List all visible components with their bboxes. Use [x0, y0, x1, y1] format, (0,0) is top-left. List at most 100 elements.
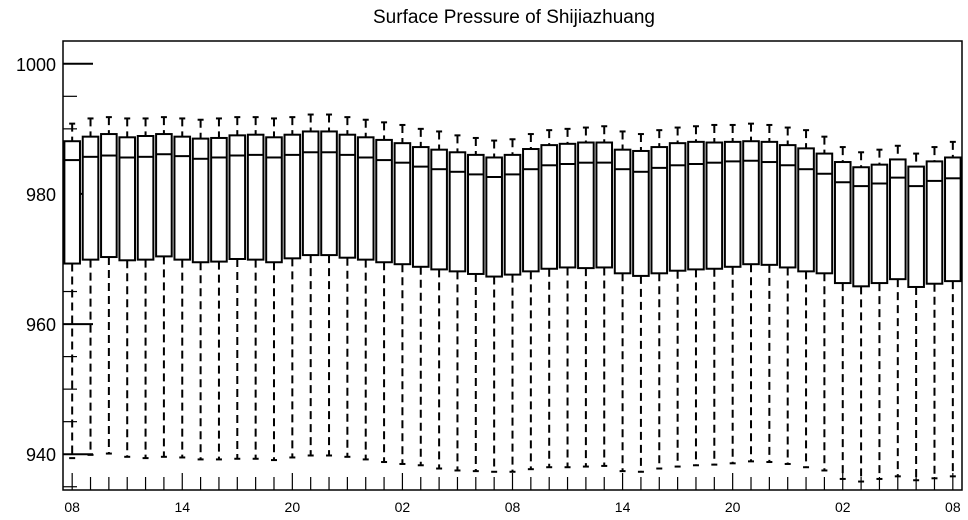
box-36 — [723, 123, 742, 465]
iqr-box — [228, 134, 247, 260]
iqr-box — [246, 133, 265, 261]
box-0 — [63, 122, 81, 460]
x-tick-label: 14 — [615, 499, 631, 515]
box-6 — [173, 117, 192, 459]
box-7 — [191, 118, 210, 461]
box-26 — [540, 129, 558, 469]
box-21 — [448, 134, 467, 472]
iqr-box — [925, 160, 944, 285]
iqr-box — [668, 142, 687, 272]
iqr-box — [393, 142, 412, 266]
iqr-box — [411, 146, 430, 268]
iqr-box — [81, 135, 100, 261]
x-tick-label: 14 — [174, 499, 190, 515]
box-1 — [81, 117, 100, 456]
iqr-box — [265, 136, 283, 264]
iqr-box — [485, 156, 503, 278]
box-44 — [870, 148, 889, 480]
x-axis-ticks — [71, 473, 954, 490]
boxes-group — [63, 113, 962, 483]
x-axis-tick-labels: 08 14 20 02 08 14 20 02 08 — [64, 499, 960, 515]
box-28 — [577, 126, 595, 468]
box-13 — [301, 113, 320, 457]
iqr-box — [191, 137, 210, 264]
box-41 — [815, 135, 834, 472]
x-tick-label: 08 — [64, 499, 80, 515]
iqr-box — [540, 144, 558, 270]
box-48 — [944, 140, 962, 478]
y-tick-label: 960 — [26, 315, 56, 335]
box-14 — [320, 113, 338, 457]
iqr-box — [577, 141, 595, 270]
box-43 — [852, 151, 870, 483]
iqr-box — [778, 144, 797, 269]
iqr-box — [558, 142, 577, 269]
box-9 — [228, 116, 247, 460]
box-39 — [778, 126, 797, 465]
iqr-box — [338, 133, 357, 259]
y-tick-label: 980 — [26, 185, 56, 205]
iqr-box — [687, 140, 705, 271]
chart-title: Surface Pressure of Shijiazhuang — [373, 7, 655, 28]
x-tick-label: 08 — [505, 499, 521, 515]
iqr-box — [173, 135, 192, 261]
x-tick-label: 20 — [725, 499, 741, 515]
x-tick-label: 02 — [395, 499, 411, 515]
box-45 — [888, 144, 907, 478]
iqr-box — [301, 130, 320, 257]
box-42 — [833, 146, 852, 480]
box-25 — [522, 133, 540, 471]
iqr-box — [375, 138, 393, 264]
box-47 — [925, 146, 944, 480]
iqr-box — [118, 136, 137, 262]
iqr-box — [815, 152, 834, 275]
iqr-box — [448, 151, 467, 273]
box-4 — [136, 117, 155, 460]
box-10 — [246, 116, 265, 460]
box-5 — [155, 116, 173, 458]
box-37 — [742, 122, 760, 463]
box-12 — [283, 116, 302, 459]
iqr-box — [797, 147, 815, 273]
box-11 — [265, 117, 283, 462]
iqr-box — [742, 140, 760, 266]
iqr-box — [852, 166, 870, 288]
box-18 — [393, 123, 412, 465]
iqr-box — [430, 148, 448, 271]
box-16 — [356, 118, 375, 461]
box-3 — [118, 117, 137, 458]
y-axis-tick-labels: 940 960 980 1000 — [16, 55, 56, 465]
box-29 — [595, 125, 614, 467]
box-24 — [503, 138, 522, 473]
iqr-box — [155, 133, 173, 258]
iqr-box — [632, 149, 650, 277]
iqr-box — [356, 136, 375, 261]
iqr-box — [833, 161, 852, 285]
iqr-box — [870, 163, 889, 285]
box-31 — [632, 133, 650, 473]
iqr-box — [467, 153, 485, 275]
iqr-box — [705, 141, 724, 270]
box-34 — [687, 125, 705, 467]
box-40 — [797, 129, 815, 469]
box-38 — [760, 123, 779, 464]
iqr-box — [650, 146, 669, 275]
box-19 — [411, 127, 430, 467]
box-8 — [210, 117, 228, 461]
x-tick-label: 20 — [285, 499, 301, 515]
box-20 — [430, 130, 448, 470]
box-35 — [705, 123, 724, 466]
box-17 — [375, 121, 393, 464]
iqr-box — [760, 140, 779, 266]
box-30 — [613, 130, 632, 473]
iqr-box — [320, 130, 338, 257]
box-22 — [467, 136, 485, 473]
iqr-box — [907, 165, 925, 288]
iqr-box — [503, 153, 522, 276]
iqr-box — [100, 133, 118, 259]
iqr-box — [136, 135, 155, 261]
box-23 — [485, 139, 503, 473]
box-32 — [650, 129, 669, 470]
box-33 — [668, 126, 687, 468]
